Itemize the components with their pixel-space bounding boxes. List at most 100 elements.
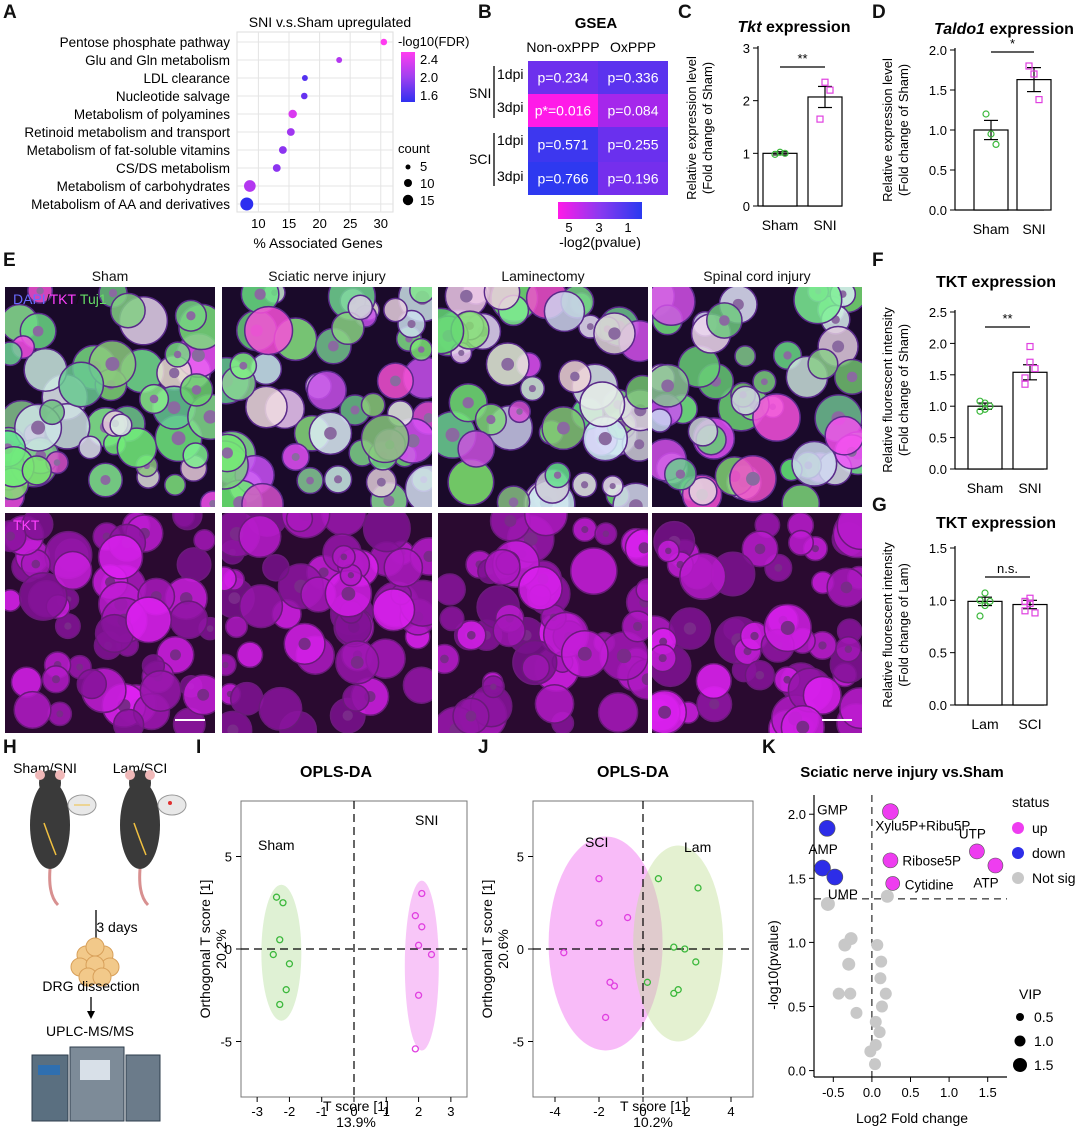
nucleus: [191, 385, 202, 395]
nucleus: [32, 325, 44, 337]
neuron-cell: [342, 684, 370, 712]
volcano-point: [873, 1026, 886, 1039]
neuron-cell: [176, 547, 212, 583]
volcano-point: [864, 1045, 877, 1058]
heatmap-cell-label: p=0.196: [608, 171, 659, 187]
bar: [1016, 78, 1052, 211]
micrograph-merge-sni: [222, 287, 432, 507]
volcano-point: [869, 1015, 882, 1028]
neuron-cell: [224, 615, 248, 639]
panel-d-ylabel: (Fold change of Sham): [896, 64, 911, 196]
nucleus: [844, 645, 853, 653]
score-point: [418, 923, 426, 931]
data-point: [1025, 62, 1033, 70]
nucleus: [390, 375, 401, 387]
nucleus: [577, 646, 592, 661]
heatmap-cell: [598, 94, 668, 127]
panel-g-title: TKT expression: [936, 515, 1056, 532]
data-point: [1026, 342, 1034, 351]
neuron-cell: [222, 566, 237, 592]
micrograph-tkt-sham: TKT: [5, 513, 215, 733]
score-point: [276, 936, 284, 944]
score-point: [670, 989, 678, 998]
panel-a-size-tick: 5: [420, 159, 427, 174]
neuron-cell: [116, 427, 158, 469]
neuron-cell: [5, 589, 22, 612]
score-point: [601, 1013, 610, 1022]
x-tick-label: 1.0: [940, 1085, 958, 1100]
vip-key: [1014, 1035, 1026, 1047]
y-tick-label: 1.0: [788, 935, 806, 950]
nucleus: [683, 622, 697, 635]
neuron-cell: [58, 361, 105, 408]
nucleus: [31, 559, 41, 569]
panel-a-size-key: [405, 164, 411, 170]
panel-d-ylabel: Relative expression level: [880, 58, 895, 202]
panel-j-opls: OPLS-DA SCI Lam -4 -2 0 2 4 5 0 -5 T score [1] 10…: [479, 764, 754, 1129]
neuron-cell: [245, 385, 288, 429]
legend-label: up: [1032, 820, 1048, 836]
mouse-icon: [120, 770, 187, 907]
neuron-cell: [112, 708, 145, 733]
volcano-point: [875, 1000, 888, 1013]
panel-letter-b: B: [478, 2, 492, 23]
dot-9: [240, 197, 254, 211]
nucleus: [328, 340, 339, 352]
neuron-cell: [752, 393, 801, 442]
nucleus: [406, 434, 420, 448]
neuron-cell: [258, 686, 303, 731]
panel-letter-f: F: [872, 250, 884, 271]
panel-letter-e: E: [3, 250, 16, 271]
y-tick-label: 0.5: [929, 163, 947, 178]
y-tick-label: 1.0: [929, 123, 947, 138]
panel-k-status-title: status: [1012, 794, 1049, 810]
x-category-label: Sham: [762, 217, 799, 233]
neuron-cell: [597, 692, 639, 733]
y-tick-label: 1.5: [929, 83, 947, 98]
nucleus: [665, 547, 672, 555]
x-category-label: Sham: [973, 221, 1010, 237]
nucleus: [581, 526, 589, 534]
dot-1: [336, 57, 343, 63]
micrograph-tkt-sci: [652, 513, 862, 733]
y-tick-label: 0.5: [929, 431, 947, 446]
vip-key: [1016, 1013, 1024, 1021]
score-point: [279, 899, 287, 907]
panel-a-color-legend-title: -log10(FDR): [398, 34, 470, 49]
panel-a-title: SNI v.s.Sham upregulated: [249, 14, 411, 30]
panel-a-size-key: [404, 179, 412, 187]
volcano-point: [826, 868, 844, 886]
confidence-ellipse: [261, 884, 302, 1021]
neuron-cell: [238, 514, 282, 559]
tkt-channel-label: TKT: [13, 517, 40, 533]
micrograph-texture: [438, 513, 648, 733]
score-point: [595, 875, 603, 883]
neuron-cell: [236, 641, 264, 669]
score-point: [414, 991, 423, 999]
panel-c-ylabel: Relative expression level: [684, 56, 699, 200]
panel-b-colorbar: [558, 202, 642, 219]
nucleus: [675, 469, 686, 479]
x-tick-label: 30: [374, 216, 388, 231]
nucleus: [501, 357, 515, 371]
nucleus: [783, 675, 792, 684]
nucleus: [445, 427, 460, 442]
panel-f-barplot: TKT expression Relative fluorescent inte…: [880, 274, 1056, 496]
nucleus: [383, 495, 395, 507]
volcano-point: [871, 938, 884, 951]
heatmap-cell-label: p=0.234: [538, 70, 589, 86]
volcano-point: [814, 859, 831, 877]
panel-letter-c: C: [678, 2, 692, 23]
nucleus: [318, 567, 329, 578]
bar: [762, 152, 798, 207]
metabolite-label: GMP: [817, 802, 848, 817]
neuron-cell: [781, 483, 821, 507]
score-point: [692, 958, 700, 966]
vip-label: 1.0: [1034, 1033, 1054, 1049]
panel-h-days: 3 days: [96, 919, 137, 935]
panel-b-col-header: Non-oxPPP: [526, 39, 599, 55]
x-tick-label: 0.5: [901, 1085, 919, 1100]
panel-d-title: Taldo1 expression: [934, 21, 1074, 38]
x-tick-label: 0: [639, 1104, 646, 1119]
panel-j-xpct: 10.2%: [633, 1114, 673, 1129]
